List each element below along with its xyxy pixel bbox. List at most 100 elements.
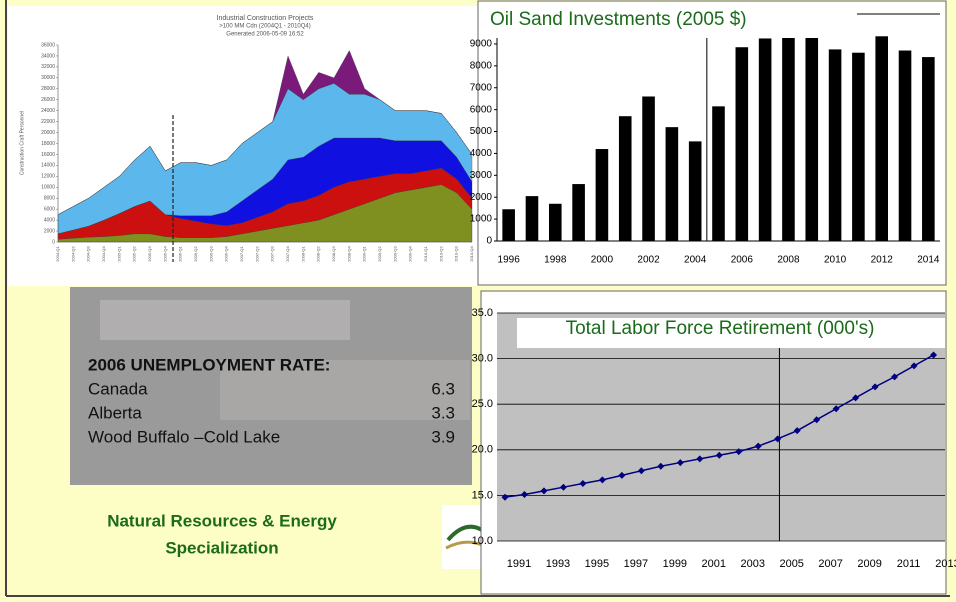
x-tick-label: 2005-Q4 bbox=[162, 245, 167, 261]
x-tick-label: 2000 bbox=[591, 255, 614, 266]
y-tick-label: 36000 bbox=[41, 42, 55, 48]
bar bbox=[875, 36, 888, 241]
panel-label: Wood Buffalo –Cold Lake bbox=[88, 427, 280, 446]
x-tick-label: 2008-Q1 bbox=[300, 245, 305, 261]
y-tick-label: 18000 bbox=[41, 141, 55, 147]
x-tick-label: 2002 bbox=[637, 255, 660, 266]
bar bbox=[572, 184, 585, 241]
bar bbox=[829, 49, 842, 241]
y-tick-label: 10.0 bbox=[472, 535, 493, 547]
bar bbox=[689, 141, 702, 241]
x-tick-label: 2004-Q1 bbox=[55, 245, 60, 261]
x-tick-label: 2007-Q2 bbox=[254, 245, 259, 261]
x-tick-label: 2006 bbox=[731, 255, 754, 266]
caption: Specialization bbox=[165, 538, 278, 557]
x-tick-label: 1997 bbox=[624, 558, 648, 570]
bar bbox=[666, 127, 679, 241]
x-tick-label: 2006-Q3 bbox=[208, 245, 213, 261]
y-tick-label: 8000 bbox=[470, 60, 493, 71]
y-tick-label: 5000 bbox=[470, 126, 493, 137]
y-tick-label: 28000 bbox=[41, 86, 55, 92]
panel-label: Alberta bbox=[88, 403, 142, 422]
x-tick-label: 1993 bbox=[546, 558, 570, 570]
x-tick-label: 2010-Q3 bbox=[454, 245, 459, 261]
chart-note: Generated 2006-05-09 16:52 bbox=[226, 32, 304, 38]
x-tick-label: 2004-Q4 bbox=[101, 245, 106, 261]
chart-title: Oil Sand Investments (2005 $) bbox=[490, 9, 747, 30]
bar bbox=[782, 36, 795, 241]
x-tick-label: 2005-Q1 bbox=[116, 245, 121, 261]
x-tick-label: 2009-Q2 bbox=[377, 245, 382, 261]
x-tick-label: 2004-Q3 bbox=[86, 245, 91, 261]
chart-title: Total Labor Force Retirement (000's) bbox=[566, 318, 875, 339]
x-tick-label: 2006-Q2 bbox=[193, 245, 198, 261]
y-tick-label: 3000 bbox=[470, 170, 493, 181]
x-tick-label: 2008 bbox=[777, 255, 800, 266]
y-tick-label: 20.0 bbox=[472, 444, 493, 456]
x-tick-label: 2005-Q2 bbox=[132, 245, 137, 261]
chart-subtitle: >100 MM Cdn (2004Q1 - 2010Q4) bbox=[219, 24, 311, 30]
x-tick-label: 2008-Q3 bbox=[331, 245, 336, 261]
y-tick-label: 10000 bbox=[41, 185, 55, 191]
x-tick-label: 2007-Q4 bbox=[285, 245, 290, 261]
x-tick-label: 1991 bbox=[507, 558, 531, 570]
x-tick-label: 2005 bbox=[779, 558, 803, 570]
bar bbox=[805, 36, 818, 241]
y-tick-label: 0 bbox=[486, 236, 492, 247]
bar bbox=[619, 116, 632, 241]
x-tick-label: 2003 bbox=[740, 558, 764, 570]
x-tick-label: 1998 bbox=[544, 255, 567, 266]
y-tick-label: 6000 bbox=[44, 206, 55, 212]
y-tick-label: 6000 bbox=[470, 104, 493, 115]
panel-value: 6.3 bbox=[431, 379, 455, 398]
x-tick-label: 2009-Q4 bbox=[408, 245, 413, 261]
x-tick-label: 2013 bbox=[935, 558, 956, 570]
y-tick-label: 12000 bbox=[41, 174, 55, 180]
x-tick-label: 2004 bbox=[684, 255, 707, 266]
x-tick-label: 2008-Q2 bbox=[316, 245, 321, 261]
y-tick-label: 7000 bbox=[470, 82, 493, 93]
y-tick-label: 26000 bbox=[41, 97, 55, 103]
chart-title: Industrial Construction Projects bbox=[217, 15, 314, 22]
y-tick-label: 25.0 bbox=[472, 398, 493, 410]
x-tick-label: 1999 bbox=[663, 558, 687, 570]
y-tick-label: 34000 bbox=[41, 53, 55, 59]
bar bbox=[712, 106, 725, 241]
x-tick-label: 2007 bbox=[818, 558, 842, 570]
x-tick-label: 1995 bbox=[585, 558, 609, 570]
caption: Natural Resources & Energy bbox=[107, 511, 337, 530]
y-tick-label: 24000 bbox=[41, 108, 55, 114]
slide: 2006 UNEMPLOYMENT RATE: Canada 6.3 Alber… bbox=[0, 0, 956, 602]
page: 2006 UNEMPLOYMENT RATE: Canada 6.3 Alber… bbox=[0, 0, 956, 602]
x-tick-label: 2007-Q3 bbox=[270, 245, 275, 261]
bar bbox=[502, 209, 515, 241]
bar bbox=[852, 53, 865, 241]
y-tick-label: 1000 bbox=[470, 214, 493, 225]
x-tick-label: 2012 bbox=[871, 255, 894, 266]
y-tick-label: 4000 bbox=[44, 217, 55, 223]
x-tick-label: 2006-Q1 bbox=[178, 245, 183, 261]
x-tick-label: 1996 bbox=[498, 255, 521, 266]
panel-value: 3.9 bbox=[431, 427, 455, 446]
x-tick-label: 2007-Q1 bbox=[239, 245, 244, 261]
y-tick-label: 20000 bbox=[41, 130, 55, 136]
bar bbox=[736, 47, 749, 241]
x-tick-label: 2009-Q1 bbox=[362, 245, 367, 261]
y-tick-label: 15.0 bbox=[472, 489, 493, 501]
x-tick-label: 2010-Q2 bbox=[438, 245, 443, 261]
y-tick-label: 35.0 bbox=[472, 307, 493, 319]
y-tick-label: 32000 bbox=[41, 64, 55, 70]
bar bbox=[899, 51, 912, 241]
bar bbox=[549, 204, 562, 241]
x-tick-label: 2011 bbox=[897, 558, 921, 570]
bar bbox=[526, 196, 539, 241]
y-tick-label: 9000 bbox=[470, 39, 493, 50]
x-tick-label: 2005-Q3 bbox=[147, 245, 152, 261]
bar bbox=[759, 38, 772, 241]
panel-label: Canada bbox=[88, 379, 148, 398]
panel-value: 3.3 bbox=[431, 403, 455, 422]
x-tick-label: 2014 bbox=[917, 255, 940, 266]
x-tick-label: 2006-Q4 bbox=[224, 245, 229, 261]
bar bbox=[596, 149, 609, 241]
y-tick-label: 30.0 bbox=[472, 353, 493, 365]
